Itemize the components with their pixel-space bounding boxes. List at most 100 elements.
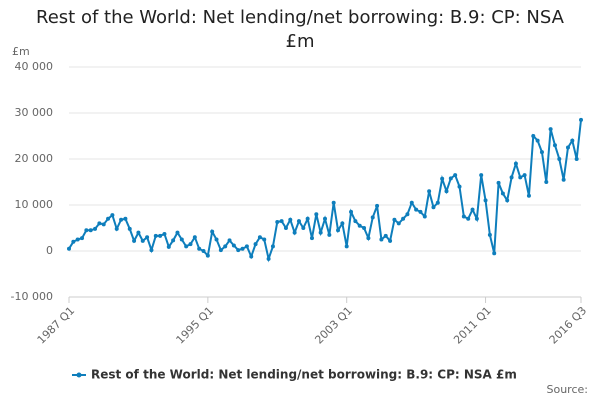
point <box>231 243 236 248</box>
point <box>175 230 180 235</box>
point <box>162 231 167 236</box>
point <box>140 238 145 243</box>
x-tick-label: 2003 Q1 <box>312 304 355 347</box>
x-tick-label: 1987 Q1 <box>35 304 78 347</box>
point <box>136 230 141 235</box>
point <box>119 217 124 222</box>
point <box>427 189 432 194</box>
point <box>184 244 189 249</box>
source: Source: <box>547 383 589 396</box>
point <box>574 157 579 161</box>
point <box>188 242 193 247</box>
point <box>318 230 323 235</box>
point <box>518 175 523 180</box>
point <box>244 244 249 249</box>
point <box>110 213 115 218</box>
legend-marker <box>76 372 82 378</box>
x-tick-label: 1995 Q1 <box>174 304 217 347</box>
point <box>401 216 406 221</box>
point <box>487 232 492 237</box>
point <box>145 235 150 240</box>
chart-title: Rest of the World: Net lending/net borro… <box>36 7 564 52</box>
point <box>513 161 518 166</box>
point <box>266 256 271 261</box>
point <box>457 184 462 189</box>
y-tick-label: 40 000 <box>15 60 54 73</box>
point <box>409 200 414 205</box>
point <box>544 180 549 184</box>
point <box>539 150 544 155</box>
point <box>435 200 440 205</box>
point <box>132 238 137 243</box>
point <box>218 248 223 253</box>
y-axis-label: £m <box>12 45 30 58</box>
point <box>422 214 427 219</box>
point <box>383 233 388 238</box>
y-tick-label: 20 000 <box>15 152 54 165</box>
point <box>496 180 501 185</box>
point <box>106 216 111 221</box>
point <box>466 216 471 221</box>
y-tick-label: 30 000 <box>15 106 54 119</box>
point <box>283 226 288 230</box>
point <box>93 226 98 231</box>
point <box>201 249 206 253</box>
point <box>405 212 410 217</box>
point <box>75 237 80 242</box>
point <box>340 221 345 226</box>
y-tick-label: -10 000 <box>11 290 53 303</box>
point <box>500 191 505 196</box>
point <box>327 232 332 237</box>
point <box>418 209 423 214</box>
point <box>236 248 241 253</box>
point <box>97 221 102 226</box>
point <box>431 205 436 210</box>
point <box>270 244 275 249</box>
point <box>275 220 280 225</box>
point <box>366 236 371 241</box>
point <box>223 244 228 249</box>
point <box>296 219 301 224</box>
y-tick-label: 0 <box>46 244 53 257</box>
point <box>84 228 89 233</box>
point <box>388 238 393 243</box>
point <box>479 173 484 178</box>
point <box>565 145 570 150</box>
point <box>453 173 458 178</box>
point <box>440 176 445 181</box>
x-tick-label: 2011 Q1 <box>451 304 494 347</box>
point <box>531 134 536 138</box>
legend-label: Rest of the World: Net lending/net borro… <box>91 368 517 382</box>
point <box>288 217 293 222</box>
point <box>448 176 453 181</box>
point <box>331 200 336 205</box>
point <box>535 138 540 143</box>
point <box>305 216 310 221</box>
point <box>414 207 419 212</box>
point <box>67 246 71 251</box>
point <box>192 235 197 240</box>
point <box>392 217 397 222</box>
point <box>474 216 479 221</box>
point <box>127 226 132 231</box>
point <box>123 216 128 221</box>
point <box>240 246 245 251</box>
point <box>158 233 163 238</box>
point <box>470 207 475 212</box>
point <box>461 214 466 219</box>
point <box>205 253 210 258</box>
point <box>552 143 557 148</box>
point <box>353 219 358 224</box>
point <box>492 251 497 256</box>
point <box>253 242 258 247</box>
point <box>80 236 85 241</box>
point <box>301 226 306 230</box>
point <box>257 235 262 240</box>
point <box>292 230 297 235</box>
point <box>214 237 219 242</box>
point <box>362 226 367 230</box>
point <box>71 239 76 244</box>
y-tick-label: 10 000 <box>15 198 54 211</box>
